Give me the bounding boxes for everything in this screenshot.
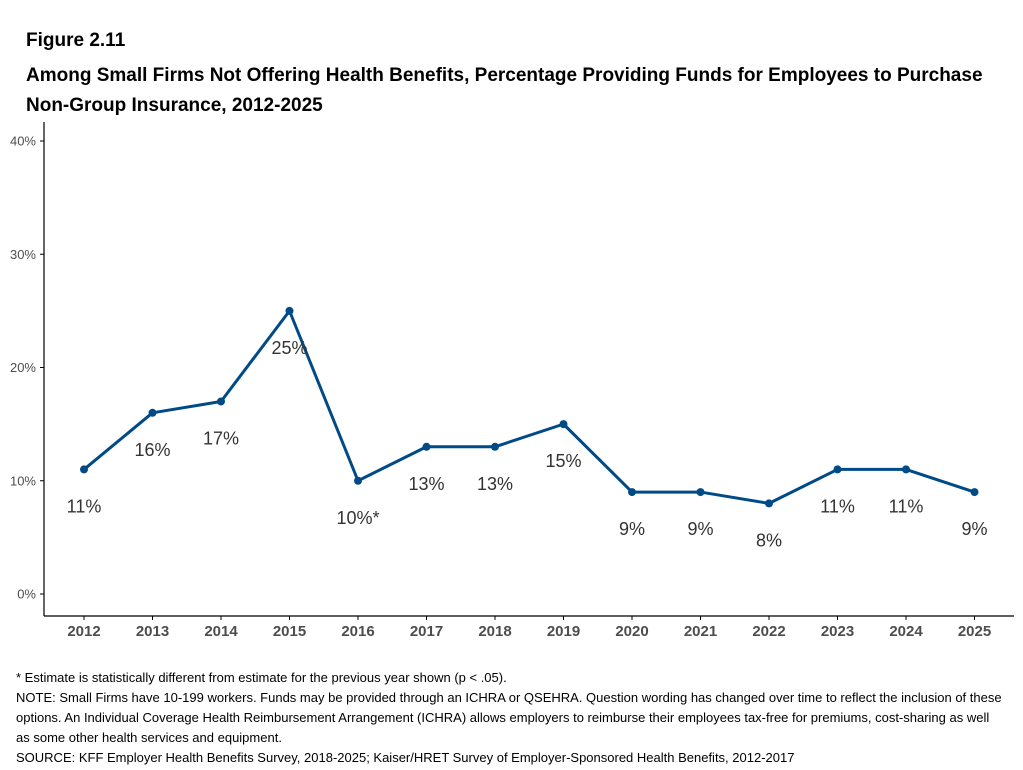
data-label: 9% — [961, 519, 987, 539]
footnotes: * Estimate is statistically different fr… — [16, 668, 1006, 768]
y-tick-label: 0% — [17, 587, 36, 602]
data-point — [491, 442, 499, 451]
data-point — [148, 408, 157, 417]
x-axis-ticks: 2012 2013 2014 2015 2016 2017 2018 2019 2020 2021… — [67, 616, 991, 640]
data-label: 25% — [271, 338, 307, 358]
y-tick-label: 30% — [10, 247, 36, 262]
data-label: 11% — [820, 496, 855, 516]
y-tick-label: 40% — [10, 134, 36, 149]
footnote-significance: * Estimate is statistically different fr… — [16, 670, 507, 685]
data-point — [422, 442, 431, 451]
data-label: 13% — [477, 474, 513, 494]
data-point — [833, 465, 842, 474]
x-tick-label: 2024 — [889, 623, 923, 640]
data-point — [696, 488, 705, 497]
line-chart: 0%10%20%30%40% 2012 2013 2014 2015 2016 2017 2… — [10, 122, 1014, 640]
data-point — [285, 306, 294, 315]
data-point — [902, 465, 910, 474]
data-label: 13% — [408, 474, 444, 494]
x-tick-label: 2021 — [684, 623, 717, 640]
data-label: 8% — [756, 530, 782, 550]
data-point — [559, 420, 568, 429]
x-tick-label: 2022 — [752, 623, 785, 640]
data-labels: 11% 16% 17% 25% 10%* 13% 13% 15% 9% 9% 8% 11% 11% 9% — [67, 338, 988, 551]
x-tick-label: 2014 — [204, 623, 238, 640]
data-label: 9% — [687, 519, 713, 539]
x-tick-label: 2017 — [410, 623, 443, 640]
data-label: 11% — [67, 496, 102, 516]
data-label: 11% — [889, 496, 924, 516]
data-point — [765, 499, 773, 508]
data-point — [354, 476, 362, 485]
x-tick-label: 2018 — [478, 623, 511, 640]
chart-title: Among Small Firms Not Offering Health Be… — [26, 65, 983, 116]
x-tick-label: 2016 — [341, 623, 374, 640]
data-label: 9% — [619, 519, 645, 539]
data-points — [80, 306, 979, 508]
footnote-source: SOURCE: KFF Employer Health Benefits Sur… — [16, 750, 795, 765]
series-line — [83, 309, 975, 505]
data-point — [80, 465, 88, 474]
data-label: 15% — [545, 451, 581, 471]
figure-label: Figure 2.11 — [26, 30, 126, 51]
x-tick-label: 2020 — [615, 623, 648, 640]
x-tick-label: 2019 — [547, 623, 580, 640]
x-tick-label: 2012 — [67, 623, 100, 640]
x-tick-label: 2025 — [958, 623, 991, 640]
y-tick-label: 10% — [10, 473, 36, 488]
x-tick-label: 2015 — [273, 623, 306, 640]
data-point — [970, 488, 979, 497]
y-tick-label: 20% — [10, 360, 36, 375]
data-point — [628, 488, 636, 497]
y-axis-ticks: 0% 10% 20% 30% 40% — [10, 134, 44, 602]
data-point — [217, 397, 225, 406]
data-label: 17% — [203, 428, 239, 448]
data-label: 16% — [134, 440, 170, 460]
data-label: 10%* — [336, 508, 379, 528]
x-tick-label: 2023 — [821, 623, 854, 640]
footnote-note: NOTE: Small Firms have 10-199 workers. F… — [16, 690, 1002, 745]
x-tick-label: 2013 — [136, 623, 169, 640]
